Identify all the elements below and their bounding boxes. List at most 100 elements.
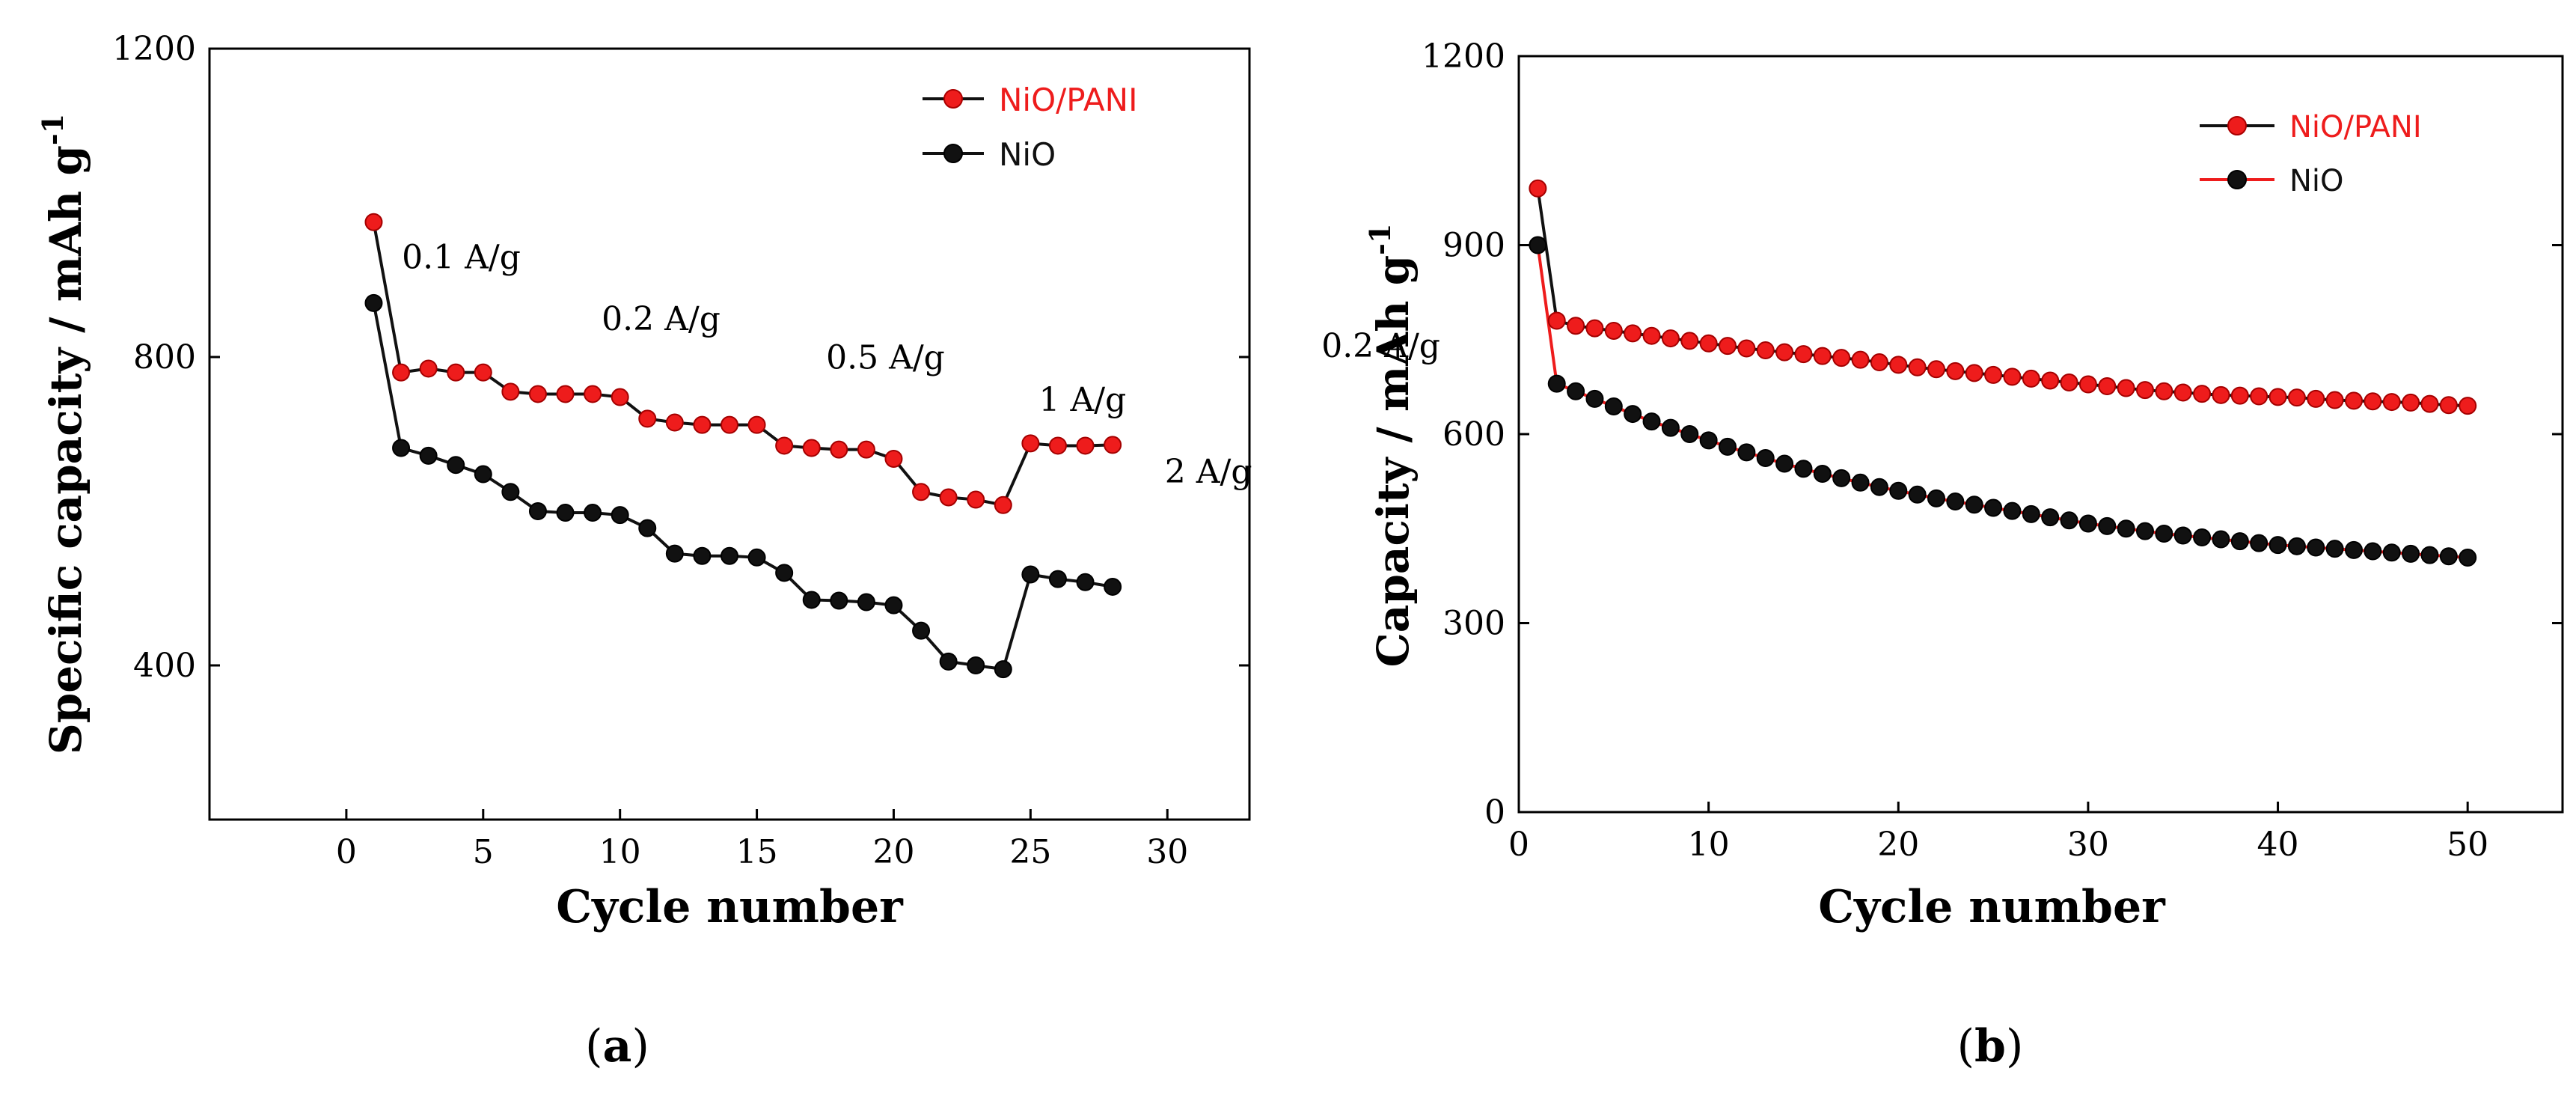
panel-a-caption: (a) [585, 1020, 649, 1073]
panel-a-point-nio [721, 546, 738, 565]
panel-b-point-nio [2212, 530, 2230, 549]
panel-b-point-nio-pani [2136, 381, 2154, 400]
panel-a-x-tick-label: 15 [736, 833, 778, 871]
panel-a-point-nio-pani [747, 415, 766, 434]
panel-b-point-nio-pani [2402, 393, 2420, 412]
panel-a-point-nio-pani [1048, 436, 1067, 455]
panel-a-point-nio-pani [830, 440, 848, 459]
panel-b-ticks: 0 10 20 30 40 50 0 300 600 900 1200 [1422, 37, 2563, 864]
panel-b-point-nio [1756, 448, 1775, 467]
panel-a-chart: 0 5 10 15 20 25 30 400 800 1200 0.1 A/g 0.2 A/g 0.5… [36, 30, 1440, 1073]
panel-b-x-axis-title: Cycle number [1818, 881, 2166, 933]
panel-b-data-points [1529, 179, 2477, 567]
panel-b-point-nio [2325, 540, 2344, 558]
panel-a-point-nio [967, 656, 985, 674]
panel-b-point-nio [2136, 522, 2154, 540]
panel-b-point-nio-pani [2155, 382, 2173, 400]
panel-b-point-nio [1585, 389, 1604, 408]
panel-a-point-nio-pani [528, 385, 547, 403]
panel-a-series-line-nio [372, 302, 1113, 671]
panel-b-point-nio [1661, 418, 1680, 437]
panel-b-point-nio-pani [2307, 389, 2325, 408]
panel-b-point-nio [2022, 504, 2040, 523]
panel-a-annotations: 0.1 A/g 0.2 A/g 0.5 A/g 1 A/g 2 A/g 0.2 A/g [402, 239, 1440, 491]
panel-b-point-nio-pani [2173, 383, 2192, 402]
panel-b-point-nio [2003, 501, 2022, 520]
panel-a-legend-marker-nio-pani [943, 89, 963, 109]
panel-b-point-nio-pani [1889, 356, 1908, 374]
panel-a-rate-label: 1 A/g [1038, 381, 1126, 419]
panel-a-legend: NiO/PANI NiO [923, 82, 1137, 173]
panel-a-x-axis-title: Cycle number [556, 881, 904, 933]
panel-a-point-nio-pani [1104, 436, 1122, 454]
panel-a-point-nio [747, 548, 766, 567]
panel-a-series-lines [372, 222, 1113, 671]
panel-b-point-nio [2230, 532, 2249, 551]
panel-a-point-nio [857, 593, 875, 612]
panel-a-point-nio [802, 591, 821, 609]
panel-b-point-nio-pani [2382, 393, 2401, 412]
panel-b-point-nio [2402, 544, 2420, 563]
panel-a-point-nio-pani [501, 382, 520, 401]
panel-a-y-tick-label: 800 [133, 338, 196, 376]
panel-b-point-nio [1624, 405, 1642, 424]
panel-a-x-tick-label: 25 [1009, 833, 1051, 871]
panel-b-point-nio [2155, 524, 2173, 543]
panel-b-point-nio [1832, 469, 1851, 487]
panel-b-point-nio [2078, 514, 2097, 533]
panel-a-point-nio-pani [556, 385, 575, 403]
panel-b-point-nio [2287, 537, 2306, 555]
panel-b-point-nio-pani [1699, 334, 1718, 353]
panel-b-point-nio [1547, 374, 1566, 393]
panel-b-point-nio-pani [2041, 371, 2060, 390]
panel-b-point-nio-pani [1908, 358, 1927, 376]
panel-b-point-nio [2382, 543, 2401, 562]
panel-b-point-nio-pani [1604, 321, 1623, 340]
panel-b-point-nio-pani [2459, 397, 2477, 415]
panel-b-y-tick-label: 1200 [1422, 37, 1505, 76]
panel-a-point-nio [584, 504, 602, 522]
panel-b-point-nio-pani [2364, 392, 2382, 411]
panel-b-point-nio-pani [1642, 326, 1661, 345]
panel-b-x-tick-label: 30 [2067, 826, 2109, 864]
panel-a-point-nio-pani [721, 415, 738, 434]
panel-b-point-nio [2193, 528, 2212, 547]
panel-b-point-nio-pani [2230, 386, 2249, 405]
panel-b-point-nio [1927, 489, 1945, 507]
panel-b-series-lines [1536, 188, 2468, 559]
panel-a-point-nio [392, 439, 411, 457]
panel-b-x-tick-label: 50 [2447, 826, 2488, 864]
panel-b-y-tick-label: 0 [1484, 793, 1505, 832]
panel-b-point-nio-pani [1870, 353, 1888, 372]
panel-b-point-nio [1642, 412, 1661, 431]
panel-b-point-nio-pani [1794, 345, 1813, 364]
panel-a-point-nio-pani [1076, 436, 1095, 455]
panel-a-point-nio-pani [392, 363, 411, 382]
panel-a-rate-label: 0.5 A/g [826, 338, 945, 376]
panel-a-point-nio [1076, 573, 1095, 591]
panel-a-point-nio-pani [638, 409, 657, 428]
panel-b-point-nio-pani [2250, 387, 2268, 406]
panel-a-rate-label: 0.1 A/g [402, 239, 521, 277]
panel-a-point-nio [939, 652, 958, 671]
panel-a-point-nio [447, 456, 465, 475]
panel-b-point-nio [2459, 548, 2477, 567]
panel-b-point-nio [2098, 516, 2117, 535]
panel-b-point-nio [2117, 519, 2135, 538]
panel-b-point-nio [1908, 485, 1927, 504]
panel-a-point-nio-pani [474, 363, 492, 382]
panel-a-point-nio-pani [857, 440, 875, 459]
panel-b-point-nio-pani [2098, 377, 2117, 396]
panel-b-point-nio [1775, 454, 1794, 473]
panel-b-point-nio-pani [1567, 317, 1585, 335]
panel-b-y-tick-label: 600 [1443, 415, 1505, 454]
panel-a-legend-label-nio: NiO [999, 136, 1056, 173]
panel-b-point-nio [1813, 465, 1832, 484]
panel-b-x-tick-label: 40 [2257, 826, 2299, 864]
panel-b-point-nio-pani [1719, 337, 1737, 356]
panel-b-point-nio [1851, 473, 1870, 492]
panel-b-point-nio-pani [1965, 364, 1983, 382]
panel-b-point-nio [1529, 236, 1547, 254]
panel-a-point-nio-pani [939, 488, 958, 507]
panel-b-point-nio [1680, 425, 1699, 443]
